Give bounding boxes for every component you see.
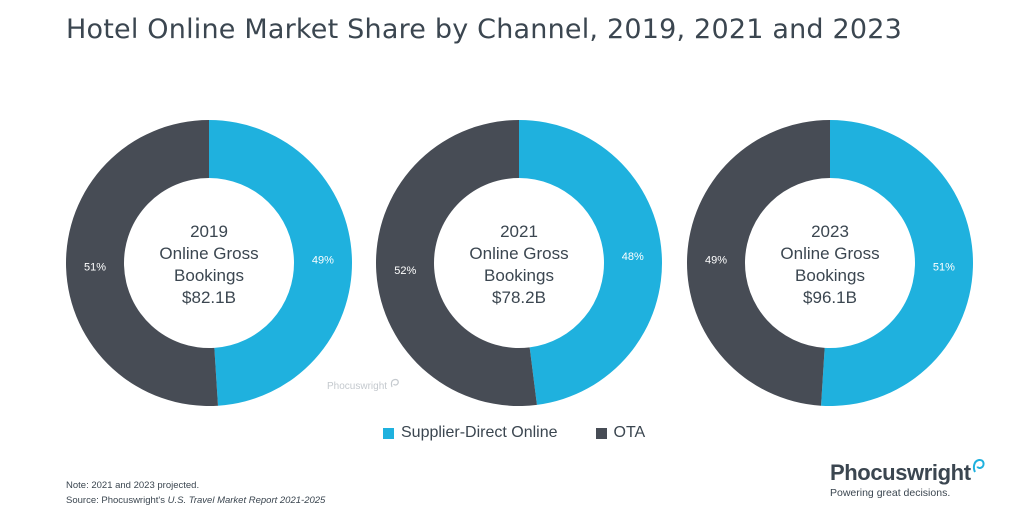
legend-label-supplier: Supplier-Direct Online xyxy=(401,424,558,441)
note-line: Note: 2021 and 2023 projected. xyxy=(66,480,200,491)
center-amount-2019: $82.1B xyxy=(182,288,236,307)
source-line: Source: Phocuswright's U.S. Travel Marke… xyxy=(66,493,325,508)
center-year-2019: 2019 xyxy=(190,222,228,241)
center-line1-2019: Online Gross xyxy=(159,244,258,263)
center-line1-2021: Online Gross xyxy=(469,244,568,263)
watermark-text: Phocuswright xyxy=(327,381,388,392)
footnote: Note: 2021 and 2023 projected. Source: P… xyxy=(66,478,325,508)
center-amount-2021: $78.2B xyxy=(492,288,546,307)
donut-slice-ota-2019 xyxy=(65,120,218,406)
slice-label-ota-2019: 51% xyxy=(84,262,106,274)
slice-label-supplier-2023: 51% xyxy=(933,262,955,274)
legend-item-supplier: Supplier-Direct Online xyxy=(383,424,558,442)
center-year-2021: 2021 xyxy=(500,222,538,241)
donut-slice-supplier-2021 xyxy=(519,120,662,405)
donut-slice-ota-2023 xyxy=(687,120,830,406)
slice-label-supplier-2021: 48% xyxy=(622,251,644,263)
legend-swatch-supplier xyxy=(383,427,394,439)
chart-title: Hotel Online Market Share by Channel, 20… xyxy=(66,14,903,45)
legend: Supplier-Direct Online OTA xyxy=(383,424,645,442)
logo-bubble-icon xyxy=(972,458,985,473)
center-line2-2021: Bookings xyxy=(484,266,554,285)
legend-item-ota: OTA xyxy=(595,424,646,442)
center-line1-2023: Online Gross xyxy=(780,244,879,263)
donut-slice-supplier-2023 xyxy=(821,120,974,407)
brand-logo: Phocuswright Powering great decisions. xyxy=(830,458,985,499)
brand-tagline: Powering great decisions. xyxy=(830,487,951,499)
source-prefix: Source: Phocuswright's xyxy=(66,495,168,506)
center-amount-2023: $96.1B xyxy=(803,288,857,307)
legend-swatch-ota xyxy=(595,427,607,439)
center-line2-2019: Bookings xyxy=(174,266,244,285)
slice-label-supplier-2019: 49% xyxy=(312,254,334,266)
source-report-title: U.S. Travel Market Report 2021-2025 xyxy=(167,495,326,506)
brand-name: Phocuswright xyxy=(830,460,971,485)
legend-label-ota: OTA xyxy=(613,424,646,441)
speech-bubble-icon xyxy=(390,378,399,388)
donut-slice-ota-2021 xyxy=(376,120,537,406)
watermark: Phocuswright xyxy=(327,378,400,392)
donut-slice-supplier-2019 xyxy=(209,120,352,406)
center-year-2023: 2023 xyxy=(811,222,849,241)
center-line2-2023: Bookings xyxy=(795,266,865,285)
slice-label-ota-2021: 52% xyxy=(394,265,416,277)
slice-label-ota-2023: 49% xyxy=(705,254,727,266)
